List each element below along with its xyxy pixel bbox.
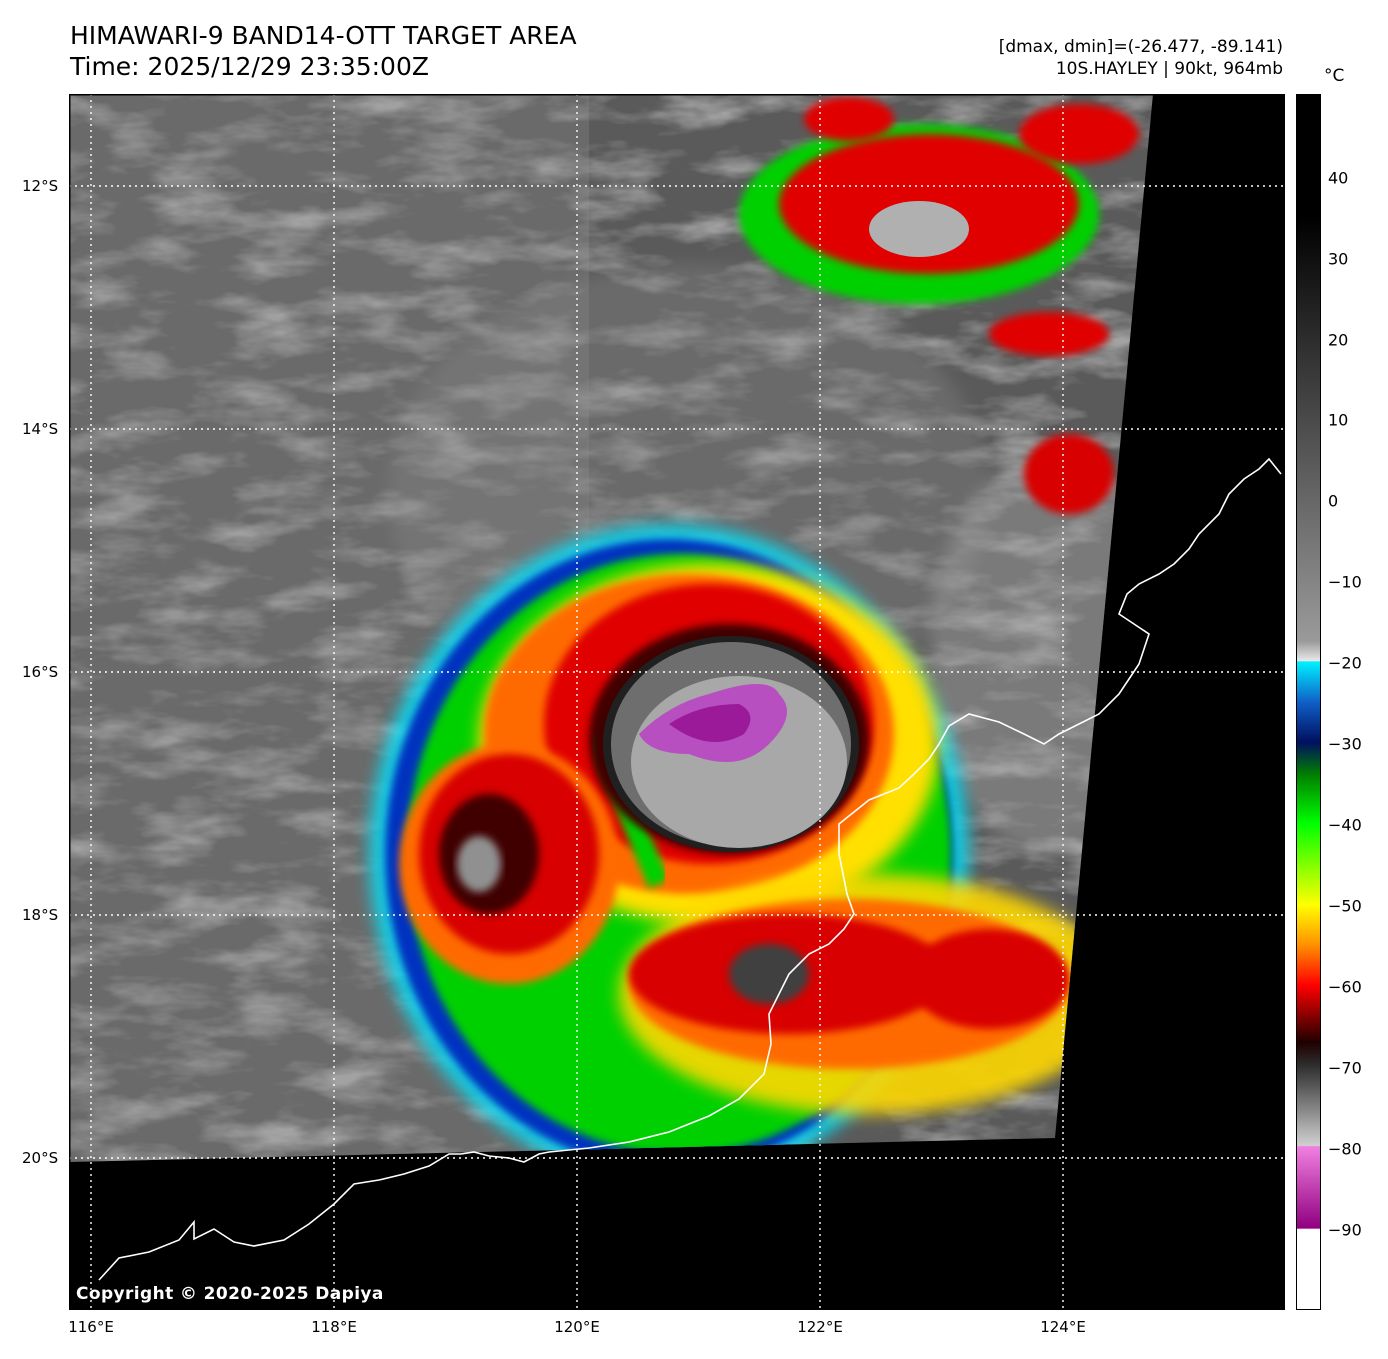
colorbar-tick: 10 bbox=[1328, 410, 1349, 430]
title-line-2: Time: 2025/12/29 23:35:00Z bbox=[70, 52, 429, 81]
lon-label-116e: 116°E bbox=[68, 1318, 114, 1336]
colorbar-tick: −70 bbox=[1328, 1058, 1362, 1078]
colorbar-tick: −30 bbox=[1328, 734, 1362, 754]
copyright-text: Copyright © 2020-2025 Dapiya bbox=[76, 1284, 384, 1304]
lat-label-18s: 18°S bbox=[22, 906, 59, 924]
colorbar-tick: −50 bbox=[1328, 896, 1362, 916]
colorbar-tick: −40 bbox=[1328, 815, 1362, 835]
colorbar-tick: −90 bbox=[1328, 1220, 1362, 1240]
colorbar-tick: −80 bbox=[1328, 1139, 1362, 1159]
lon-label-122e: 122°E bbox=[797, 1318, 843, 1336]
range-text: [dmax, dmin]=(-26.477, -89.141) bbox=[998, 37, 1283, 57]
colorbar-tick: 20 bbox=[1328, 330, 1349, 350]
title-line-1: HIMAWARI-9 BAND14-OTT TARGET AREA bbox=[70, 21, 577, 50]
colorbar-tick: 30 bbox=[1328, 249, 1349, 269]
lat-label-20s: 20°S bbox=[22, 1149, 59, 1167]
colorbar bbox=[1296, 94, 1321, 1310]
lon-label-120e: 120°E bbox=[554, 1318, 600, 1336]
lat-label-14s: 14°S bbox=[22, 420, 59, 438]
lat-label-12s: 12°S bbox=[22, 177, 59, 195]
satellite-map bbox=[69, 94, 1285, 1310]
colorbar-tick: −60 bbox=[1328, 977, 1362, 997]
lon-label-124e: 124°E bbox=[1040, 1318, 1086, 1336]
colorbar-tick: 40 bbox=[1328, 168, 1349, 188]
colorbar-tick: −20 bbox=[1328, 653, 1362, 673]
lat-label-16s: 16°S bbox=[22, 663, 59, 681]
colorbar-tick: −10 bbox=[1328, 572, 1362, 592]
colorbar-tick: 0 bbox=[1328, 491, 1339, 511]
title-block: HIMAWARI-9 BAND14-OTT TARGET AREA Time: … bbox=[70, 20, 577, 82]
cyclone-cloud-shield bbox=[369, 97, 1139, 1162]
colorbar-unit: °C bbox=[1324, 66, 1345, 86]
lon-label-118e: 118°E bbox=[311, 1318, 357, 1336]
gridlines bbox=[69, 94, 1285, 1310]
coastline bbox=[98, 457, 1282, 1281]
storm-text: 10S.HAYLEY | 90kt, 964mb bbox=[1055, 59, 1283, 79]
info-block: [dmax, dmin]=(-26.477, -89.141) 10S.HAYL… bbox=[999, 36, 1283, 80]
